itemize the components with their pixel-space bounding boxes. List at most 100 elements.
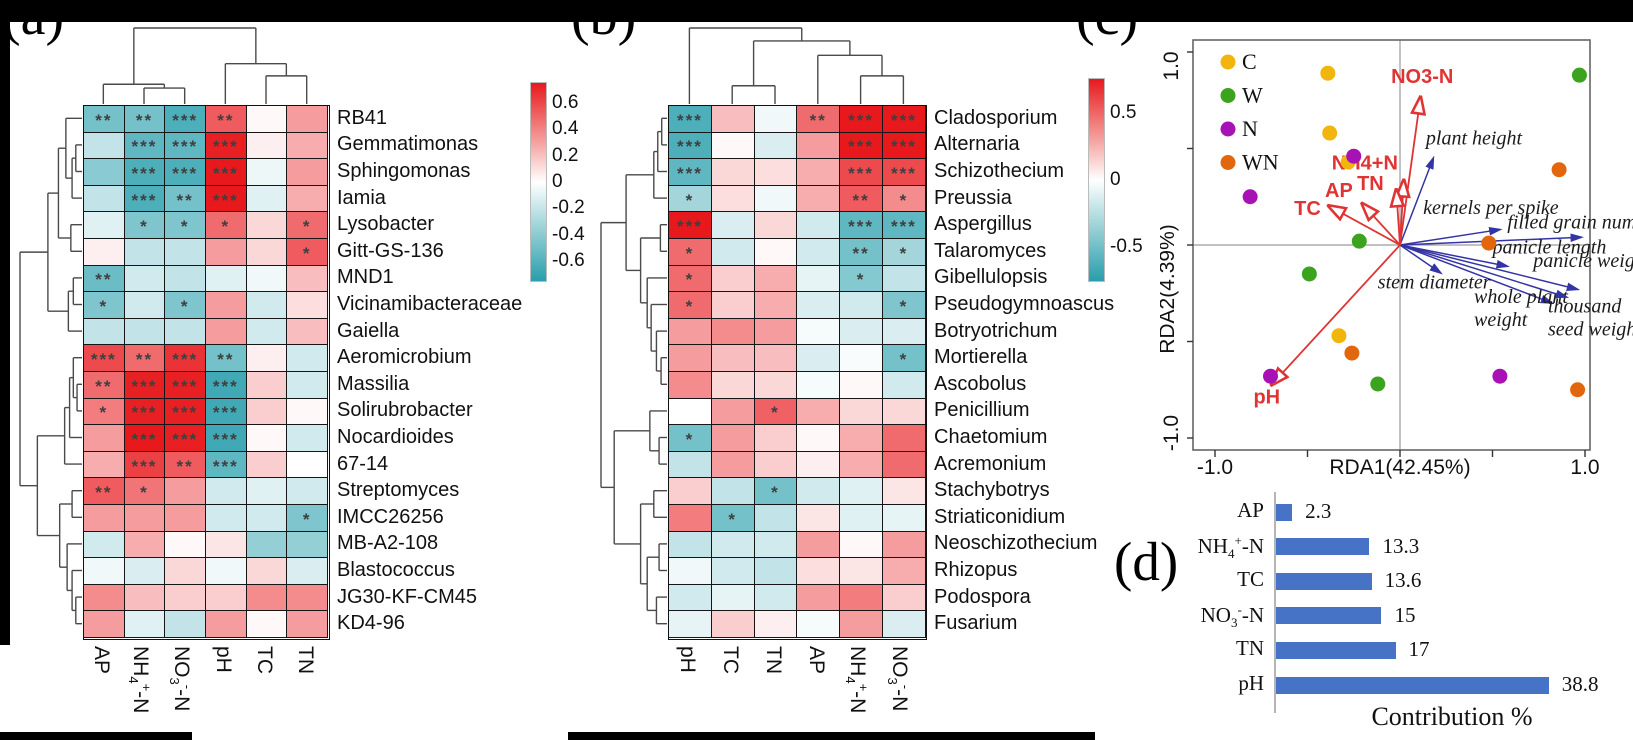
heatmap-a-cell: *** (164, 131, 206, 160)
significance-stars: * (856, 270, 866, 290)
significance-stars: *** (212, 190, 239, 210)
heatmap-a-cell: ** (164, 450, 206, 479)
heatmap-a-cell (286, 158, 328, 186)
heatmap-a-cell: ** (123, 105, 166, 133)
colorbar-tick-label: 0 (1110, 169, 1121, 190)
trait-label: whole plant (1474, 286, 1568, 308)
heatmap-a-cell (205, 504, 247, 532)
heatmap-b-cell: * (668, 184, 712, 213)
colorbar-tick-label: -0.5 (1110, 236, 1143, 258)
x-tick-label: 1.0 (1570, 456, 1599, 479)
y-axis-title: RDA2(4.39%) (1160, 224, 1179, 354)
significance-stars: *** (848, 137, 875, 157)
left-crop-bar (0, 22, 10, 645)
significance-stars: * (685, 429, 695, 449)
heatmap-b-row-label: Botryotrichum (934, 319, 1058, 342)
heatmap-a-col-label: NO3--N (166, 646, 195, 712)
heatmap-a-row-label: Streptomyces (337, 479, 460, 502)
heatmap-b-cell (668, 530, 712, 559)
heatmap-b-cell (710, 158, 755, 186)
sample-point-WN (1344, 345, 1360, 361)
heatmap-b-cell (753, 105, 798, 133)
bar-category-label: NH4+-N (1197, 532, 1264, 561)
significance-stars: ** (176, 190, 194, 210)
heatmap-b-cell (668, 557, 712, 585)
heatmap-b-cell (668, 450, 712, 479)
bar-value-label: 13.6 (1384, 568, 1422, 593)
env-label: TC (1294, 198, 1321, 220)
legend-dot-N (1220, 121, 1236, 137)
heatmap-b-cell (668, 477, 712, 505)
significance-stars: *** (131, 429, 158, 449)
heatmap-a-cell (245, 610, 288, 638)
heatmap-a-cell (164, 610, 206, 638)
heatmap-a-cell (286, 184, 328, 213)
heatmap-b-cell: *** (668, 158, 712, 186)
heatmap-a-cell: * (205, 211, 247, 239)
heatmap-b-cell (710, 317, 755, 346)
sample-point-W (1370, 376, 1386, 392)
heatmap-a-cell: *** (123, 397, 166, 426)
heatmap-b-cell (710, 583, 755, 612)
bar-category-label: NO3--N (1200, 601, 1264, 630)
heatmap-a-cell: *** (164, 105, 206, 133)
heatmap-b-cell: *** (882, 105, 926, 133)
colorbar-tick-label: 0 (552, 171, 563, 192)
heatmap-b-cell: * (710, 504, 755, 532)
heatmap-a-cell (83, 184, 125, 213)
significance-stars: * (99, 403, 109, 423)
heatmap-b-cell (668, 371, 712, 399)
heatmap-b-cell: *** (882, 131, 926, 160)
heatmap-b-cell (753, 291, 798, 319)
heatmap-a-row-label: MB-A2-108 (337, 532, 439, 555)
heatmap-b-row-label: Rhizopus (934, 558, 1018, 581)
panel-letter-d: (d) (1114, 531, 1179, 592)
heatmap-a-cell (245, 504, 288, 532)
heatmap-a-cell (245, 105, 288, 133)
significance-stars: *** (131, 456, 158, 476)
heatmap-b-cell: * (668, 238, 712, 266)
heatmap-a-row-label: IMCC26256 (337, 505, 444, 528)
heatmap-b-cell (882, 450, 926, 479)
heatmap-a-cell (286, 450, 328, 479)
heatmap-b-cell (710, 238, 755, 266)
trait-label: filled grain number (1507, 212, 1633, 234)
significance-stars: * (180, 296, 190, 316)
heatmap-a-cell (123, 583, 166, 612)
trait-label: plant height (1424, 128, 1523, 150)
significance-stars: * (771, 483, 780, 503)
env-arrow-NO3-N (1399, 98, 1420, 246)
heatmap-a-cell (245, 424, 288, 452)
heatmap-a-cell (164, 238, 206, 266)
significance-stars: *** (131, 137, 158, 157)
heatmap-a-cell (286, 610, 328, 638)
significance-stars: *** (890, 137, 917, 157)
heatmap-b-row-label: Penicillium (934, 399, 1030, 422)
heatmap-b-cell (796, 184, 841, 213)
significance-stars: ** (95, 270, 113, 290)
heatmap-b-cell (882, 530, 926, 559)
heatmap-b-cell (753, 184, 798, 213)
heatmap-b-cell (882, 317, 926, 346)
heatmap-b-cell (796, 504, 841, 532)
heatmap-a-cell: * (164, 211, 206, 239)
heatmap-b-cell (753, 211, 798, 239)
significance-stars: * (899, 190, 909, 210)
heatmap-b-cell (710, 344, 755, 372)
heatmap-a-row-label: Gemmatimonas (337, 133, 479, 156)
heatmap-a-row-label: Iamia (337, 186, 386, 209)
heatmap-a-row-label: JG30-KF-CM45 (337, 585, 478, 608)
heatmap-a-cell (245, 238, 288, 266)
significance-stars: *** (172, 110, 199, 130)
heatmap-b-cell (753, 238, 798, 266)
trait-label: seed weight (1548, 319, 1633, 341)
bar-value-label: 38.8 (1561, 672, 1599, 696)
heatmap-b-cell (796, 211, 841, 239)
heatmap-b-row-label: Talaromyces (934, 239, 1047, 262)
sample-point-W (1351, 233, 1367, 249)
heatmap-a-cell: *** (205, 424, 247, 452)
colorbar-tick-label: -0.6 (552, 250, 585, 272)
heatmap-a-cell (286, 264, 328, 293)
heatmap-b-cell: *** (839, 131, 883, 160)
